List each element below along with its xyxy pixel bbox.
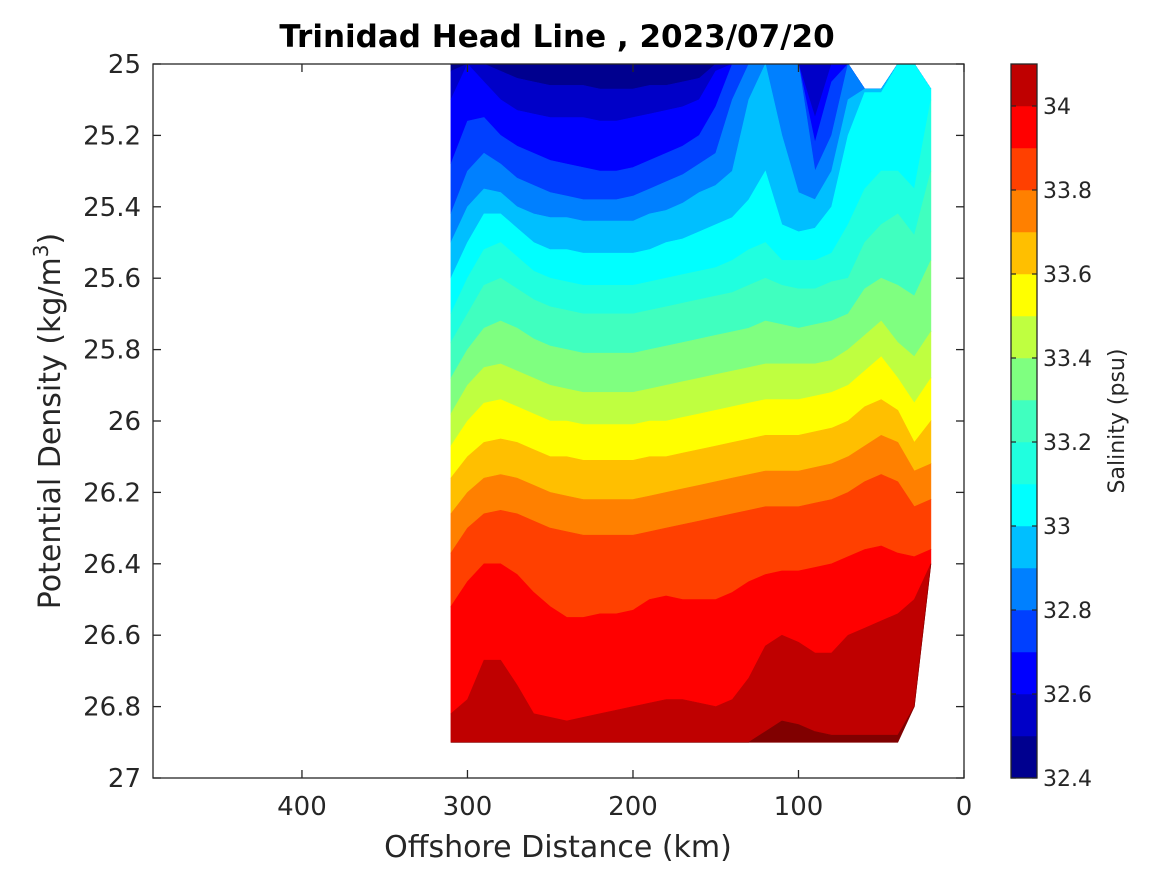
y-tick-label: 26.4: [83, 550, 141, 580]
y-tick-label: 25.4: [83, 193, 141, 223]
colorbar-segment: [1010, 231, 1038, 275]
colorbar-label: Salinity (psu): [1105, 349, 1130, 494]
y-tick-label: 26.2: [83, 478, 141, 508]
colorbar-segment: [1010, 189, 1038, 233]
colorbar-segment: [1010, 63, 1038, 107]
colorbar-segment: [1010, 525, 1038, 569]
x-axis-label: Offshore Distance (km): [384, 830, 732, 865]
colorbar-segment: [1010, 315, 1038, 359]
x-tick-label: 0: [956, 792, 973, 822]
colorbar-tick-label: 33.4: [1043, 347, 1092, 372]
y-tick-label: 26.8: [83, 693, 141, 723]
y-axis-label-main: Potential Density (kg/m: [33, 257, 68, 609]
colorbar-segment: [1010, 483, 1038, 527]
salinity-band: [450, 563, 932, 743]
colorbar-segment: [1010, 105, 1038, 149]
y-axis-label-superscript: 3: [29, 244, 53, 257]
colorbar-segment: [1010, 357, 1038, 401]
colorbar-tick-label: 33.6: [1043, 263, 1092, 288]
y-tick-label: 25: [108, 50, 141, 80]
colorbar-tick-label: 32.8: [1043, 599, 1092, 624]
y-axis-label-close: ): [33, 233, 68, 245]
colorbar-frame: [1010, 63, 1038, 779]
x-axis-ticks: 400 300 200 100 0: [277, 64, 972, 822]
y-tick-label: 25.8: [83, 336, 141, 366]
colorbar-segment: [1010, 147, 1038, 191]
colorbar-tick-label: 32.4: [1043, 767, 1092, 792]
y-axis-label: Potential Density (kg/m3): [29, 233, 68, 609]
colorbar-segment: [1010, 441, 1038, 485]
y-tick-label: 27: [108, 764, 141, 794]
colorbar-tick-label: 32.6: [1043, 683, 1092, 708]
y-tick-label: 26.6: [83, 621, 141, 651]
colorbar-segment: [1010, 567, 1038, 611]
chart-title: Trinidad Head Line , 2023/07/20: [279, 19, 834, 55]
colorbar-tick-label: 33.8: [1043, 179, 1092, 204]
salinity-contour-fills: [450, 64, 932, 743]
colorbar: [1010, 63, 1038, 779]
colorbar-segment: [1010, 273, 1038, 317]
x-tick-label: 100: [774, 792, 824, 822]
colorbar-segment: [1010, 609, 1038, 653]
colorbar-segment: [1010, 693, 1038, 737]
colorbar-tick-label: 33: [1043, 515, 1071, 540]
x-tick-label: 200: [608, 792, 658, 822]
y-axis-ticks: 25 25.2 25.4 25.6 25.8 26 26.2 26.4 26.6 26.8 27: [83, 50, 964, 794]
y-tick-label: 25.6: [83, 264, 141, 294]
colorbar-tick-label: 34: [1043, 95, 1071, 120]
colorbar-ticks: 32.4 32.6 32.8 33 33.2 33.4 33.6 33.8 34: [1011, 95, 1092, 792]
x-tick-label: 400: [277, 792, 327, 822]
y-tick-label: 26: [108, 407, 141, 437]
colorbar-segment: [1010, 399, 1038, 443]
colorbar-segment: [1010, 735, 1038, 779]
y-tick-label: 25.2: [83, 121, 141, 151]
colorbar-tick-label: 33.2: [1043, 431, 1092, 456]
colorbar-segment: [1010, 651, 1038, 695]
x-tick-label: 300: [443, 792, 493, 822]
